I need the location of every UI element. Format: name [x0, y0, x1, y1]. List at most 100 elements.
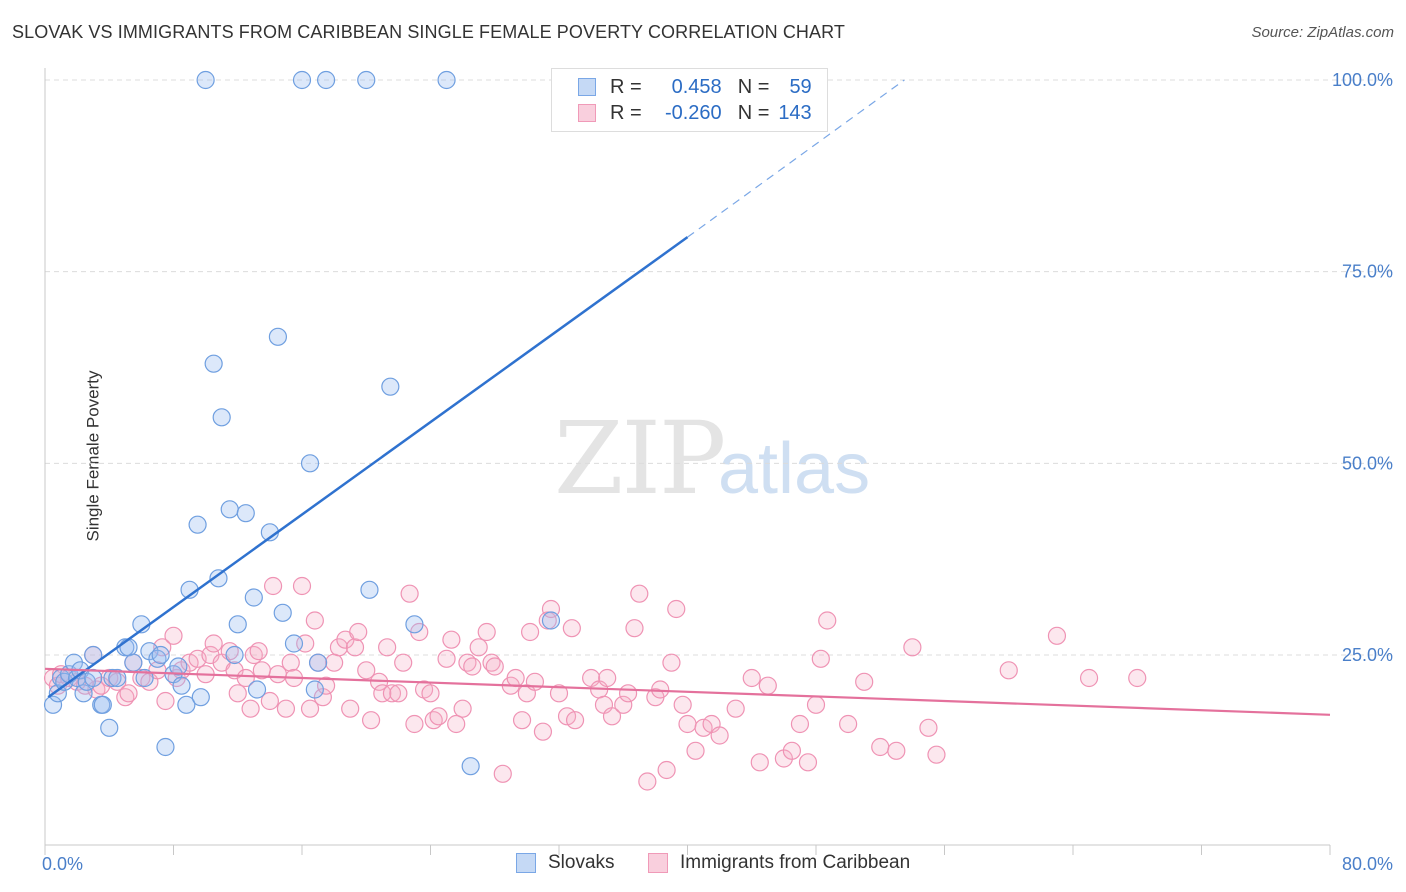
data-point [855, 672, 874, 691]
legend-r-label: R = [610, 75, 642, 98]
data-point [169, 657, 188, 676]
correlation-legend: R = 0.458 N = 59 R = -0.260 N = 143 [551, 68, 828, 132]
data-point [525, 672, 545, 691]
data-point [209, 569, 228, 588]
data-point [437, 70, 456, 90]
data-point [236, 668, 255, 688]
data-point [108, 668, 127, 688]
data-point [119, 638, 138, 657]
data-point [887, 741, 906, 760]
data-point [119, 684, 138, 703]
data-point [485, 657, 504, 676]
data-point [225, 645, 244, 665]
data-point [405, 615, 424, 634]
data-point [678, 714, 697, 734]
data-point [249, 642, 268, 661]
data-point [300, 699, 320, 718]
data-point [284, 634, 304, 653]
legend-swatch-slovaks [516, 853, 536, 873]
legend-item-caribbean[interactable]: Immigrants from Caribbean [648, 852, 910, 874]
data-point [236, 504, 255, 523]
data-point [790, 714, 810, 734]
data-point [512, 711, 532, 730]
data-point [447, 714, 466, 734]
data-point [750, 753, 769, 772]
data-point [381, 377, 400, 396]
trend-layer [44, 79, 1331, 716]
legend-row-slovaks: R = 0.458 N = 59 [578, 74, 812, 100]
legend-label-caribbean: Immigrants from Caribbean [680, 852, 911, 873]
data-point [360, 580, 379, 599]
series-legend: Slovaks Immigrants from Caribbean [0, 852, 1406, 876]
data-point [247, 680, 267, 699]
legend-n-label: N = [737, 101, 770, 124]
data-point [382, 684, 402, 703]
legend-swatch-caribbean [578, 104, 596, 122]
legend-r-value: -0.260 [664, 101, 722, 124]
data-point [806, 695, 826, 714]
data-point [103, 668, 122, 688]
data-point [927, 745, 946, 764]
data-point [469, 638, 488, 657]
data-point [191, 688, 210, 707]
grid-lines [45, 79, 1392, 656]
data-point [421, 684, 440, 703]
data-point [520, 622, 540, 642]
data-point [742, 668, 761, 688]
data-point [437, 649, 456, 668]
data-point [506, 668, 525, 688]
data-point [562, 619, 581, 638]
data-point [405, 714, 424, 734]
data-point [48, 684, 67, 703]
watermark-atlas: atlas [718, 429, 871, 509]
data-point [493, 764, 512, 783]
data-point [345, 638, 365, 657]
watermark-zip: ZIP [554, 400, 726, 517]
data-point [300, 454, 320, 473]
data-point [151, 645, 170, 665]
data-point [625, 619, 644, 638]
data-point [686, 741, 705, 760]
legend-r-label: R = [610, 101, 642, 124]
chart-title: SLOVAK VS IMMIGRANTS FROM CARIBBEAN SING… [12, 22, 845, 42]
data-point [244, 588, 263, 607]
data-point [453, 699, 472, 718]
legend-n-value: 143 [778, 101, 812, 124]
data-point [618, 684, 638, 703]
y-tick-label: 50.0% [1342, 453, 1393, 473]
data-point [325, 653, 344, 672]
data-point [598, 668, 617, 688]
data-point [263, 576, 283, 596]
series-caribbean [43, 576, 1147, 791]
data-point [212, 408, 231, 427]
data-point [316, 676, 336, 695]
data-point [220, 500, 239, 519]
data-point [549, 684, 569, 703]
data-point [1128, 668, 1147, 688]
axes [44, 68, 1331, 855]
data-point [389, 684, 408, 703]
legend-r-value: 0.458 [671, 75, 722, 98]
data-point [782, 741, 802, 760]
legend-n-label: N = [737, 75, 770, 98]
data-point [602, 707, 622, 726]
data-point [463, 657, 482, 676]
y-tick-label: 100.0% [1332, 70, 1393, 90]
data-point [305, 611, 324, 630]
data-point [292, 576, 312, 596]
data-point [228, 615, 247, 634]
data-point [349, 622, 368, 642]
data-point [839, 714, 858, 734]
data-point [673, 695, 692, 714]
data-point [614, 695, 633, 714]
data-point [919, 718, 938, 737]
data-point [533, 722, 553, 741]
data-point [710, 726, 729, 745]
data-point [93, 695, 112, 714]
data-point [461, 757, 480, 776]
data-point [260, 691, 279, 711]
data-point [156, 737, 175, 757]
data-point [124, 653, 143, 672]
legend-item-slovaks[interactable]: Slovaks [516, 852, 615, 874]
data-point [172, 676, 191, 695]
